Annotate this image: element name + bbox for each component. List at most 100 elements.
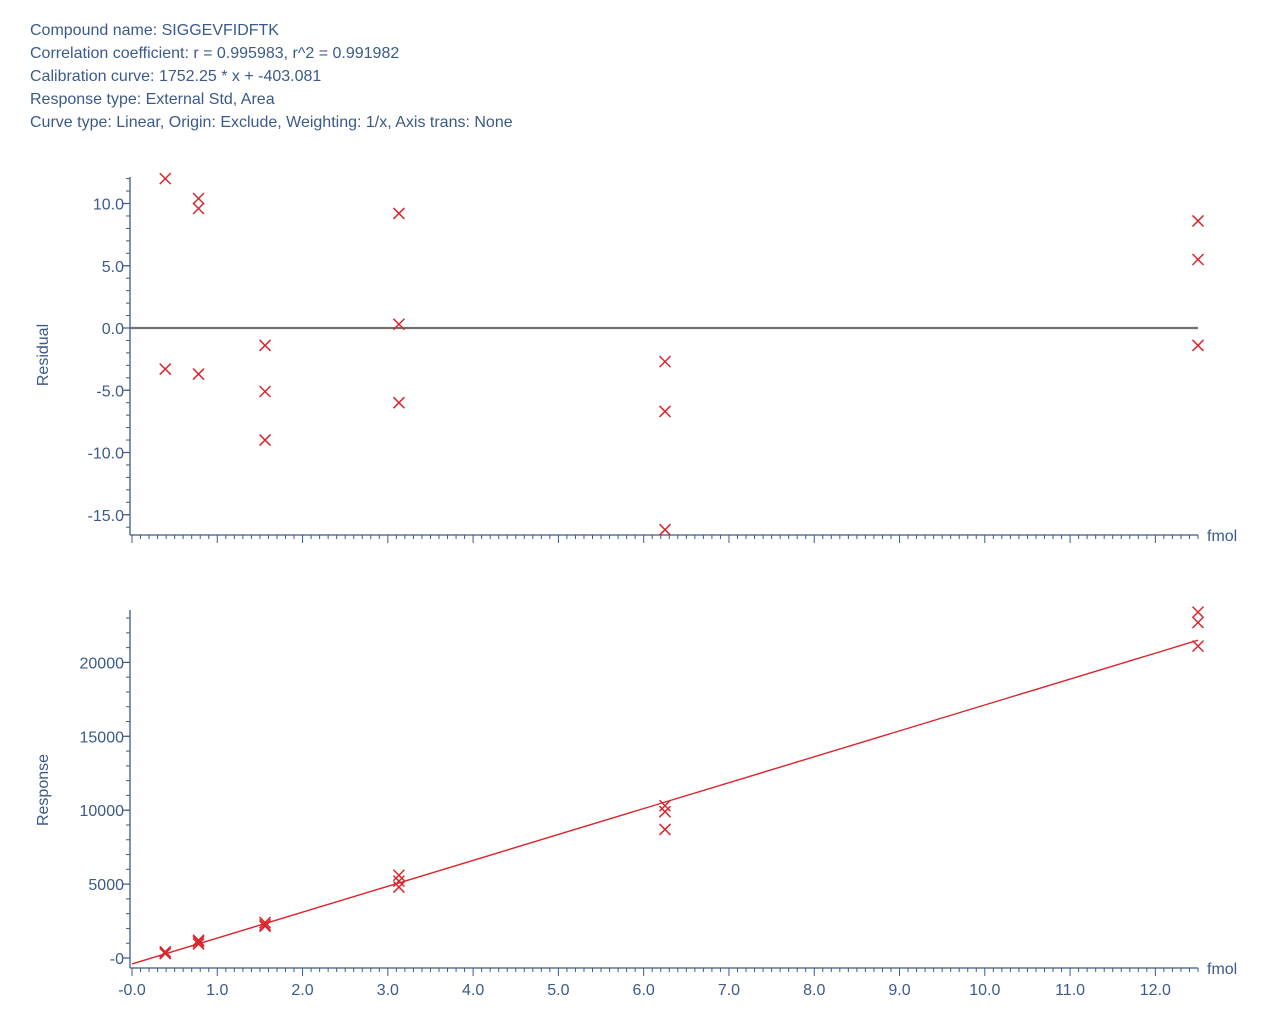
marker-stroke [392, 318, 405, 331]
y-tick-label: -15.0 [88, 508, 125, 525]
y-tick-label: -0 [110, 951, 124, 968]
data-point-marker [259, 339, 272, 352]
data-point-marker [392, 881, 405, 894]
marker-stroke [159, 947, 172, 960]
data-point-marker [259, 920, 272, 933]
data-point-marker [259, 918, 272, 931]
calibration-curve: Calibration curve: 1752.25 * x + -403.08… [30, 68, 322, 85]
correlation-coefficient: Correlation coefficient: r = 0.995983, r… [30, 45, 400, 62]
marker-stroke [658, 405, 672, 418]
marker-stroke [259, 385, 272, 398]
y-axis-title: Residual [35, 324, 52, 386]
data-point-marker [259, 916, 272, 929]
data-point-marker [1191, 640, 1205, 653]
marker-stroke [192, 368, 205, 381]
marker-stroke [259, 920, 272, 933]
marker-stroke [192, 192, 205, 205]
data-point-marker [658, 799, 672, 812]
x-axis-title: fmol [1207, 528, 1237, 545]
chart-header: Compound name: SIGGEVFIDFTK Correlation … [30, 19, 513, 134]
data-point-marker [392, 396, 405, 409]
marker-stroke [392, 869, 405, 882]
data-point-marker [192, 934, 205, 947]
data-point-marker [192, 937, 205, 950]
data-point-marker [259, 385, 272, 398]
data-point-marker [192, 935, 205, 948]
marker-stroke [658, 355, 672, 368]
x-tick-label: 6.0 [633, 982, 655, 999]
y-tick-label: 0.0 [102, 321, 124, 338]
y-tick-label: 10.0 [93, 197, 124, 214]
marker-stroke [658, 805, 672, 818]
y-tick-label: -10.0 [88, 446, 125, 463]
data-point-marker [1191, 616, 1205, 629]
data-point-marker [192, 368, 205, 381]
data-point-marker [1191, 214, 1205, 227]
y-tick-label: 10000 [80, 803, 125, 820]
marker-stroke [259, 339, 272, 352]
response-type: Response type: External Std, Area [30, 91, 275, 108]
x-tick-label: 9.0 [888, 982, 910, 999]
data-point-marker [159, 172, 172, 185]
y-tick-label: 15000 [80, 729, 125, 746]
y-tick-label: 5.0 [102, 259, 124, 276]
x-tick-label: 11.0 [1055, 982, 1085, 999]
marker-stroke [1191, 214, 1205, 227]
data-point-marker [392, 207, 405, 220]
data-point-marker [392, 875, 405, 888]
marker-stroke [392, 396, 405, 409]
response-plot: 20000 15000 10000 5000 -0 -0.0 1.0 2.0 3.0 4.0 5.0… [35, 606, 1237, 999]
data-point-marker [192, 202, 205, 215]
compound-name: Compound name: SIGGEVFIDFTK [30, 22, 279, 39]
x-tick-label: 4.0 [462, 982, 484, 999]
x-tick-label: 2.0 [291, 982, 313, 999]
x-tick-label: -0.0 [118, 982, 146, 999]
marker-stroke [1191, 339, 1205, 352]
data-point-marker [259, 434, 272, 447]
data-point-marker [392, 869, 405, 882]
marker-stroke [392, 881, 405, 894]
data-point-marker [1191, 606, 1205, 619]
marker-stroke [1191, 606, 1205, 619]
x-tick-label: 1.0 [206, 982, 228, 999]
y-tick-label: -5.0 [96, 383, 124, 400]
data-point-marker [392, 318, 405, 331]
marker-stroke [259, 918, 272, 931]
x-tick-label: 3.0 [377, 982, 399, 999]
marker-stroke [192, 934, 205, 947]
x-tick-label: 12.0 [1140, 982, 1171, 999]
data-point-marker [658, 405, 672, 418]
calibration-fit-line [131, 639, 1199, 965]
marker-stroke [658, 799, 672, 812]
marker-stroke [159, 945, 172, 958]
x-tick-label: 5.0 [547, 982, 569, 999]
marker-stroke [392, 875, 405, 888]
data-point-marker [159, 945, 172, 958]
data-point-marker [159, 363, 172, 376]
data-point-marker [658, 355, 672, 368]
x-axis-title: fmol [1207, 961, 1237, 978]
marker-stroke [192, 935, 205, 948]
marker-stroke [259, 916, 272, 929]
marker-stroke [159, 172, 172, 185]
marker-stroke [1191, 253, 1205, 266]
marker-stroke [259, 434, 272, 447]
data-point-marker [658, 805, 672, 818]
marker-stroke [192, 202, 205, 215]
y-tick-label: 20000 [80, 655, 125, 672]
marker-stroke [192, 937, 205, 950]
marker-stroke [658, 823, 672, 836]
marker-stroke [1191, 640, 1205, 653]
data-point-marker [658, 823, 672, 836]
marker-stroke [658, 523, 672, 536]
marker-stroke [159, 363, 172, 376]
x-tick-label: 7.0 [718, 982, 740, 999]
data-point-marker [1191, 339, 1205, 352]
x-tick-label: 8.0 [803, 982, 825, 999]
data-point-marker [658, 523, 672, 536]
data-point-marker [1191, 253, 1205, 266]
curve-type: Curve type: Linear, Origin: Exclude, Wei… [30, 114, 513, 131]
y-axis-title: Response [35, 754, 52, 826]
data-point-marker [159, 947, 172, 960]
